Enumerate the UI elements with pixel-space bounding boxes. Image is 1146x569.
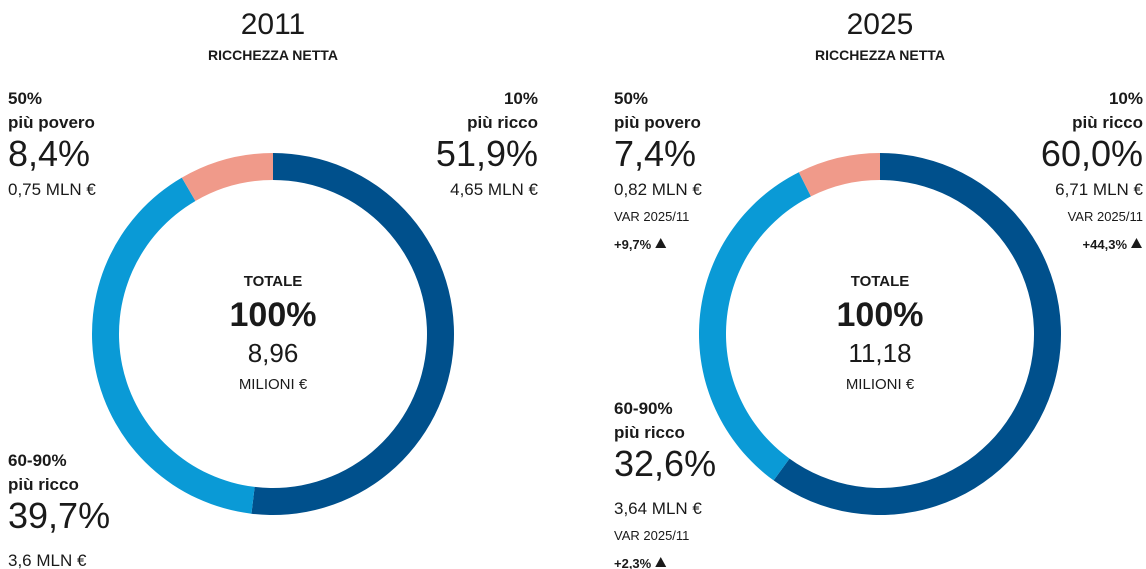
slice-amount: 3,64 MLN € [614,499,702,518]
change-value: +44,3% [1083,237,1128,252]
up-arrow [655,557,667,567]
slice-name: più ricco [614,423,685,442]
center-amount: 11,18 [848,338,911,368]
chart-subtitle: RICCHEZZA NETTA [815,47,945,63]
slice-value: 7,4% [614,133,696,174]
center-label: TOTALE [244,273,303,290]
slice-group: 10% [1109,89,1143,108]
chart-title: 2025 [847,8,914,41]
donut-slice [251,153,454,515]
donut-slice [92,177,255,514]
up-arrow [1131,238,1142,248]
slice-value: 32,6% [614,443,716,484]
slice-amount: 4,65 MLN € [450,180,538,199]
center-unit: MILIONI € [846,376,915,393]
slice-amount: 3,6 MLN € [8,551,87,569]
change-label: VAR 2025/11 [1068,209,1143,224]
donut-slice [699,172,811,481]
slice-name: più povero [614,113,701,132]
donut-slice [181,153,273,201]
center-unit: MILIONI € [239,376,308,393]
slice-amount: 0,82 MLN € [614,180,702,199]
slice-amount: 0,75 MLN € [8,180,96,199]
chart-title: 2011 [241,8,306,41]
slice-value: 8,4% [8,133,90,174]
center-total: 100% [230,296,317,334]
slice-group: 10% [504,89,538,108]
change-value: +2,3% [614,556,652,569]
donut-slice [773,153,1061,515]
slice-amount: 6,71 MLN € [1055,180,1143,199]
up-arrow [655,238,667,248]
slice-group: 60-90% [8,451,67,470]
slice-group: 60-90% [614,399,673,418]
slice-group: 50% [614,89,648,108]
slice-value: 39,7% [8,495,110,536]
center-total: 100% [837,296,924,334]
slice-group: 50% [8,89,42,108]
center-label: TOTALE [851,273,910,290]
center-amount: 8,96 [248,338,299,368]
change-label: VAR 2025/11 [614,528,689,543]
change-value: +9,7% [614,237,652,252]
slice-value: 51,9% [436,133,538,174]
slice-name: più ricco [1072,113,1143,132]
slice-name: più ricco [467,113,538,132]
slice-name: più ricco [8,475,79,494]
chart-subtitle: RICCHEZZA NETTA [208,47,338,63]
slice-name: più povero [8,113,95,132]
change-label: VAR 2025/11 [614,209,689,224]
donut-slice [798,153,880,197]
slice-value: 60,0% [1041,133,1143,174]
